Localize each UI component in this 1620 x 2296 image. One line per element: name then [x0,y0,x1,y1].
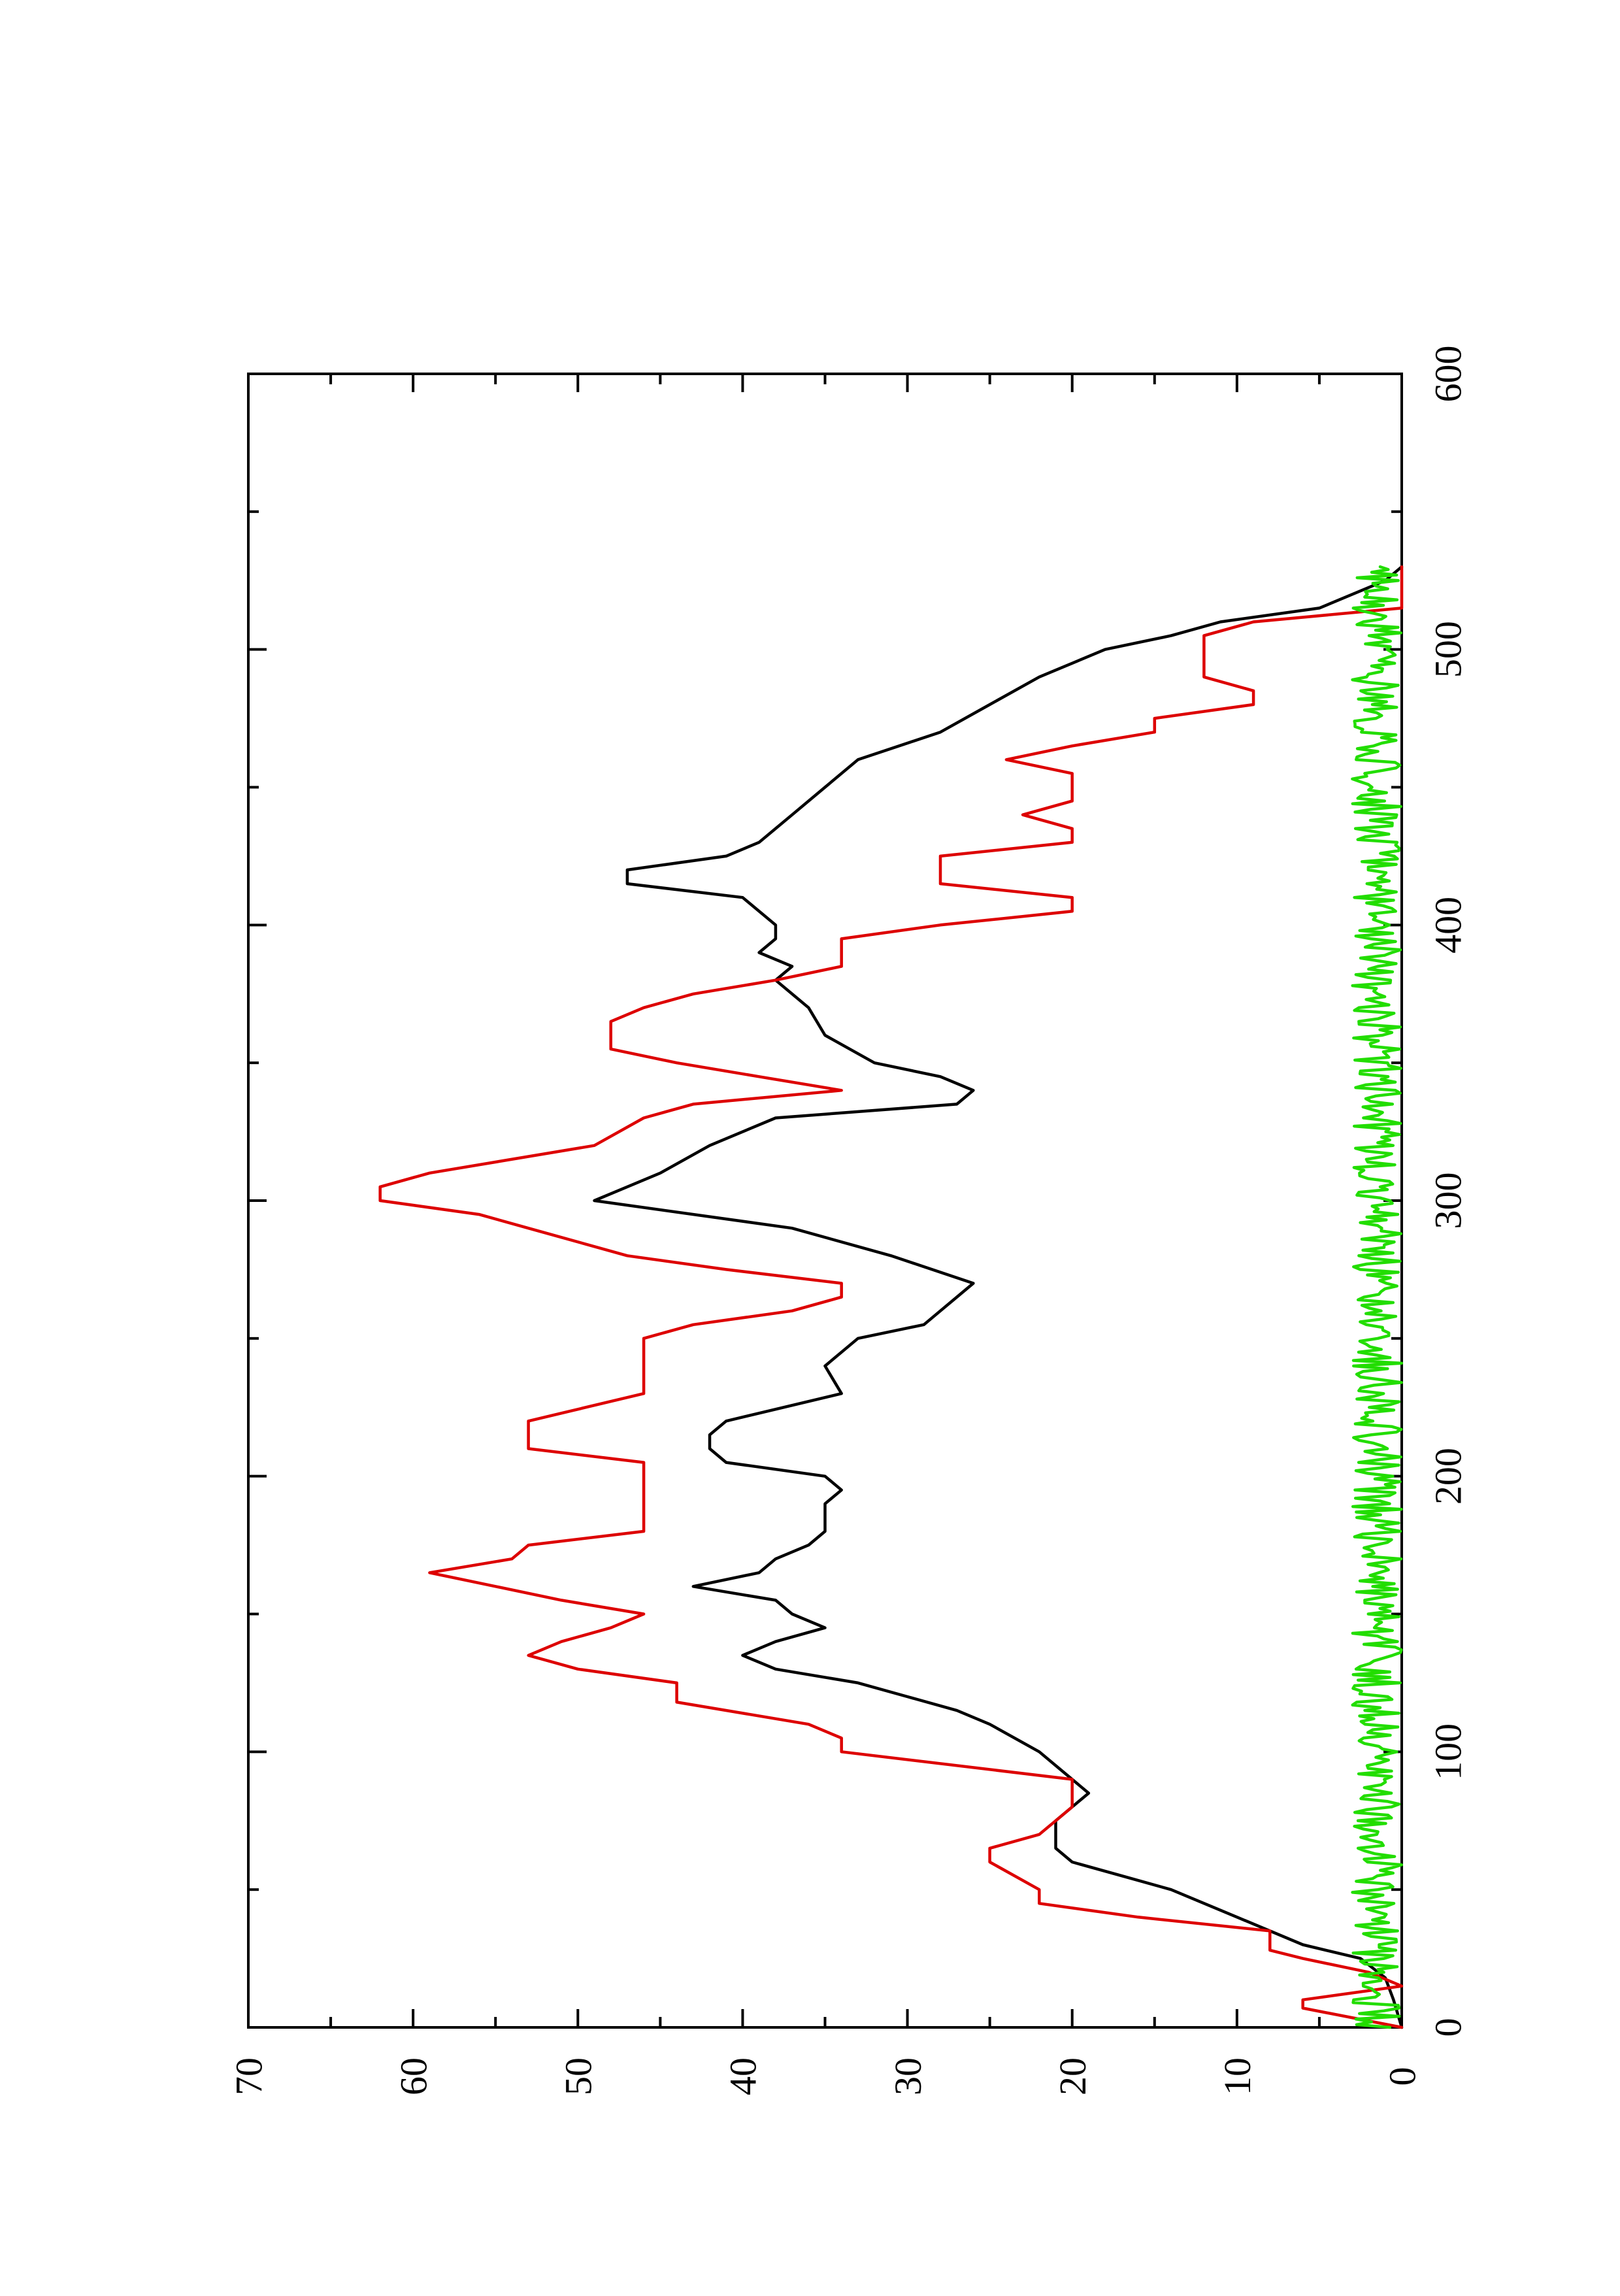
axes-layer [247,373,1403,2029]
y-tick-label: 40 [722,2057,765,2095]
x-tick-label: 100 [1427,1723,1469,1780]
y-tick-label: 10 [1216,2057,1259,2095]
series-line-3 [1351,565,1404,2029]
x-tick-label: 600 [1427,346,1469,403]
y-tick-label: 30 [887,2057,929,2095]
series-line-2 [378,565,1404,2029]
x-tick-label: 200 [1427,1448,1469,1505]
series-line-1 [593,565,1404,2029]
y-tick-label: 70 [227,2057,270,2095]
x-tick-label: 300 [1427,1173,1469,1229]
y-tick-label: 50 [557,2057,600,2095]
tick-labels-layer: 0 100 200 300 400 500 600 0 10 20 30 40 50 60 70 [227,346,1469,2096]
y-tick-label: 20 [1051,2057,1094,2095]
y-tick-label: 60 [392,2057,435,2095]
x-tick-label: 500 [1427,621,1469,678]
series-layer [378,565,1404,2029]
y-tick-label: 0 [1381,2067,1423,2086]
x-tick-label: 0 [1427,2018,1469,2037]
x-tick-label: 400 [1427,897,1469,954]
